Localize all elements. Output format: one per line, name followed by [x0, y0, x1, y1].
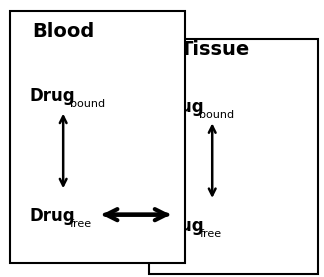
Text: Drug: Drug — [159, 217, 204, 235]
Text: bound: bound — [70, 99, 105, 109]
Text: bound: bound — [199, 110, 234, 120]
Text: Drug: Drug — [29, 207, 75, 225]
Text: Drug: Drug — [29, 87, 75, 104]
Text: Blood: Blood — [32, 22, 94, 41]
Bar — [10, 11, 185, 263]
Text: Tissue: Tissue — [180, 40, 250, 59]
Bar — [149, 39, 318, 274]
Text: free: free — [70, 219, 92, 229]
Text: Drug: Drug — [159, 98, 204, 116]
Text: free: free — [199, 229, 221, 239]
